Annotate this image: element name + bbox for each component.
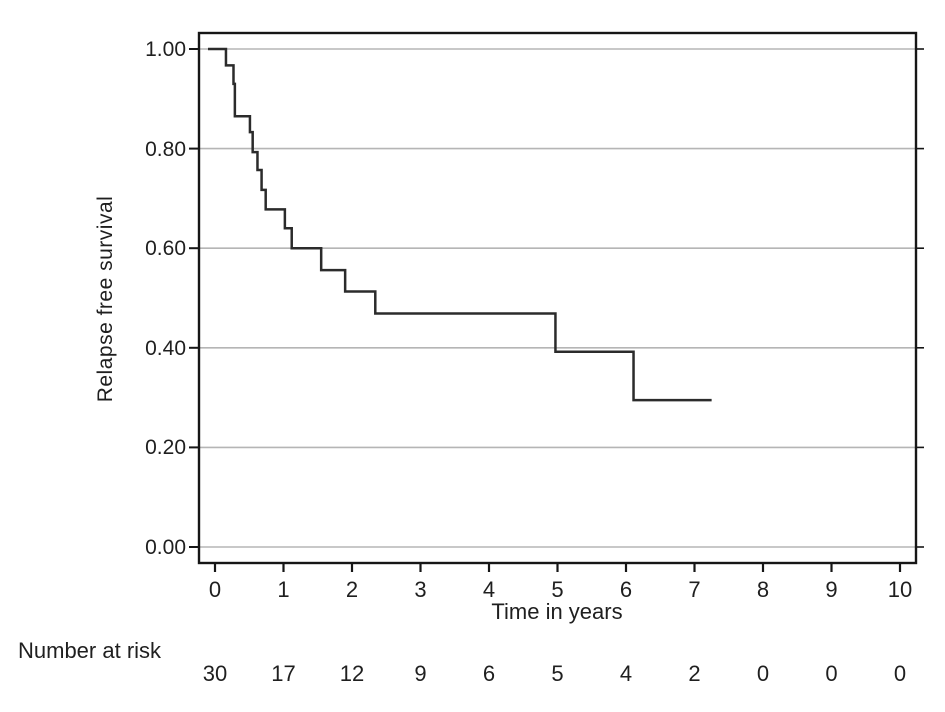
x-tick-label: 3	[414, 577, 427, 602]
x-tick-label: 10	[887, 577, 913, 602]
risk-count: 4	[619, 661, 633, 686]
y-tick-label: 0.40	[145, 336, 186, 360]
risk-count: 6	[482, 661, 496, 686]
x-tick-label: 2	[345, 577, 359, 602]
risk-count: 2	[688, 661, 701, 686]
x-tick-label: 0	[208, 577, 222, 602]
x-tick-label: 5	[551, 577, 564, 602]
y-axis-label: Relapse free survival	[94, 195, 117, 403]
y-tick-label: 0.80	[145, 137, 186, 161]
plot-border	[197, 31, 918, 565]
risk-count: 9	[414, 661, 427, 686]
x-tick-label: 1	[277, 577, 290, 602]
risk-count: 30	[202, 661, 228, 686]
y-tick-label: 0.60	[145, 237, 186, 261]
risk-count: 5	[551, 661, 564, 686]
x-tick-label: 6	[619, 577, 633, 602]
risk-count: 0	[893, 661, 907, 686]
risk-count: 0	[825, 661, 838, 686]
y-tick-label: 0.00	[145, 536, 186, 559]
km-survival-curve	[208, 47, 712, 402]
x-axis-label: Time in years	[491, 599, 623, 624]
y-tick-label: 0.20	[145, 436, 186, 460]
risk-count: 0	[756, 661, 770, 686]
risk-count: 17	[271, 661, 296, 686]
x-tick-label: 4	[482, 577, 496, 602]
x-tick-label: 7	[688, 577, 701, 602]
x-tick-label: 9	[825, 577, 838, 602]
x-tick-label: 8	[756, 577, 770, 602]
y-tick-label: 1.00	[145, 38, 186, 61]
risk-count: 12	[339, 661, 365, 686]
number-at-risk-label: Number at risk	[18, 638, 162, 663]
